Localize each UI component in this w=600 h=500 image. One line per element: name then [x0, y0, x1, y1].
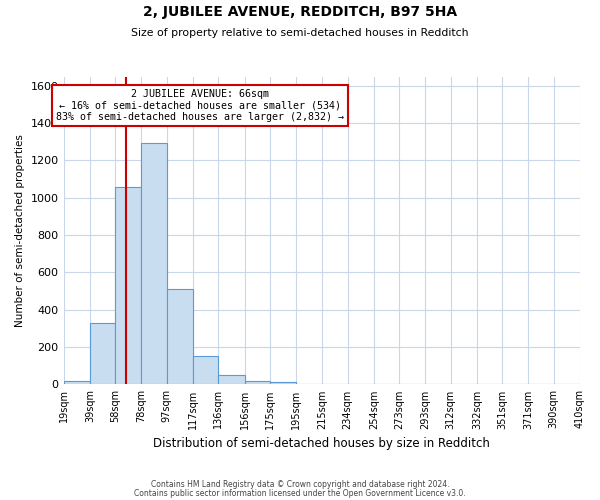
Text: Contains HM Land Registry data © Crown copyright and database right 2024.: Contains HM Land Registry data © Crown c…: [151, 480, 449, 489]
Bar: [142, 143, 167, 384]
Bar: [218, 375, 245, 384]
Text: Contains public sector information licensed under the Open Government Licence v3: Contains public sector information licen…: [134, 488, 466, 498]
Bar: [269, 382, 296, 384]
Bar: [193, 356, 218, 384]
Bar: [245, 380, 269, 384]
Bar: [115, 186, 142, 384]
Bar: [90, 323, 115, 384]
Bar: [167, 290, 193, 384]
Text: 2, JUBILEE AVENUE, REDDITCH, B97 5HA: 2, JUBILEE AVENUE, REDDITCH, B97 5HA: [143, 5, 457, 19]
Bar: [64, 380, 90, 384]
Text: 2 JUBILEE AVENUE: 66sqm
← 16% of semi-detached houses are smaller (534)
83% of s: 2 JUBILEE AVENUE: 66sqm ← 16% of semi-de…: [56, 89, 344, 122]
Y-axis label: Number of semi-detached properties: Number of semi-detached properties: [15, 134, 25, 327]
Text: Size of property relative to semi-detached houses in Redditch: Size of property relative to semi-detach…: [131, 28, 469, 38]
X-axis label: Distribution of semi-detached houses by size in Redditch: Distribution of semi-detached houses by …: [154, 437, 490, 450]
